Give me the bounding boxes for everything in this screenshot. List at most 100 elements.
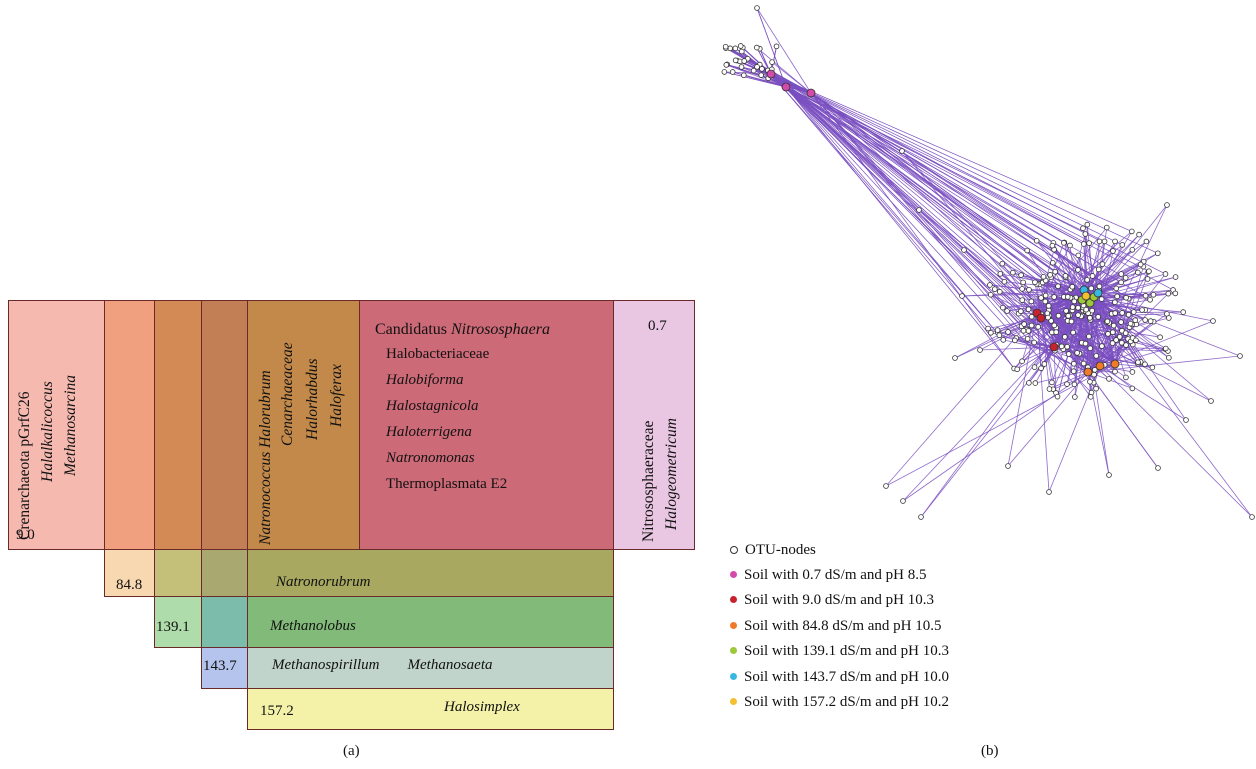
otu-node <box>1033 238 1040 244</box>
otu-node <box>1129 369 1136 375</box>
otu-node <box>1129 247 1136 253</box>
otu-node <box>961 247 967 253</box>
network-edge <box>920 292 1099 518</box>
otu-node <box>1099 343 1105 349</box>
otu-node <box>1019 358 1025 364</box>
network-edge <box>810 92 1108 322</box>
network-edge <box>810 92 1122 344</box>
otu-node <box>1019 297 1026 303</box>
network-edge <box>785 86 1105 242</box>
otu-node <box>1051 294 1057 300</box>
sample-node <box>1083 367 1093 377</box>
otu-node <box>1063 308 1069 314</box>
otu-node <box>1082 340 1089 347</box>
sample-node <box>1036 313 1046 323</box>
network-edge <box>1099 365 1253 518</box>
network-edge <box>785 86 1129 299</box>
sample-node <box>766 69 776 79</box>
otu-node <box>1116 334 1123 340</box>
otu-node <box>1071 298 1078 305</box>
otu-node <box>1113 337 1119 343</box>
otu-node <box>1142 361 1148 368</box>
network-edge <box>810 92 1028 340</box>
network-edge <box>743 74 787 88</box>
otu-node <box>741 72 747 79</box>
otu-node <box>899 148 905 154</box>
network-edge <box>810 92 1134 313</box>
otu-node <box>952 355 958 361</box>
taxon-candidatus: Candidatus Nitrososphaera <box>375 321 550 338</box>
otu-node <box>1028 322 1035 329</box>
network-edge <box>770 73 1028 251</box>
otu-node <box>1093 385 1099 392</box>
otu-node <box>1142 317 1148 323</box>
otu-node <box>1112 368 1118 375</box>
otu-node <box>1064 294 1071 300</box>
otu-node <box>1114 293 1120 300</box>
otu-node <box>732 45 739 52</box>
otu-node <box>1143 238 1150 245</box>
otu-node <box>1042 292 1049 299</box>
otu-node <box>1155 465 1161 471</box>
otu-node <box>992 286 998 292</box>
otu-node <box>1025 328 1032 334</box>
otu-node <box>750 67 757 74</box>
legend-otu-icon <box>730 545 738 554</box>
otu-node <box>1065 313 1072 319</box>
legend-soil-0-7: Soil with 0.7 dS/m and pH 8.5 <box>730 567 927 584</box>
otu-node <box>1133 337 1139 344</box>
network-edge <box>770 73 1166 275</box>
otu-node <box>959 293 965 299</box>
sample-node <box>1110 359 1120 369</box>
otu-node <box>988 329 994 336</box>
otu-node <box>741 58 748 64</box>
network-edge <box>961 289 1085 297</box>
otu-node <box>1035 324 1041 330</box>
taxon-haloterrigena: Haloterrigena <box>386 424 472 440</box>
otu-node <box>1123 374 1129 381</box>
otu-node <box>1136 231 1142 238</box>
otu-node <box>1087 315 1093 321</box>
otu-node <box>1086 333 1092 340</box>
otu-node <box>1065 351 1072 357</box>
otu-node <box>738 64 745 70</box>
otu-node <box>1172 274 1179 280</box>
taxon-natronorubrum: Natronorubrum <box>276 574 371 590</box>
network-edge <box>785 86 1017 339</box>
otu-node <box>1005 329 1011 335</box>
network-edge <box>1099 313 1116 367</box>
otu-node <box>1005 463 1011 469</box>
otu-node <box>1119 310 1125 316</box>
network-edge <box>785 86 1089 368</box>
otu-node <box>1000 337 1007 343</box>
legend-soil-139-1: Soil with 139.1 dS/m and pH 10.3 <box>730 643 949 660</box>
network-edge <box>756 7 787 88</box>
network-edge <box>770 73 1126 279</box>
taxon-methanolobus: Methanolobus <box>270 618 356 634</box>
otu-node <box>1014 366 1020 373</box>
otu-node <box>1139 307 1145 313</box>
otu-node <box>1162 271 1169 277</box>
network-edge <box>1087 371 1159 469</box>
network-edge <box>810 92 1045 365</box>
otu-node <box>1019 286 1025 292</box>
sample-node <box>1093 288 1103 298</box>
sample-node <box>781 82 791 92</box>
otu-node <box>1249 514 1255 520</box>
otu-node <box>1099 261 1106 267</box>
otu-node <box>1004 308 1010 314</box>
otu-node <box>1112 299 1118 306</box>
otu-node <box>1166 315 1172 321</box>
otu-node <box>1062 334 1068 340</box>
otu-node <box>1050 259 1056 266</box>
otu-node <box>1172 290 1179 297</box>
network-edge <box>979 346 1055 351</box>
otu-node <box>1147 318 1154 324</box>
otu-node <box>1028 313 1035 320</box>
network-edge <box>741 66 787 88</box>
otu-node <box>754 5 760 11</box>
otu-node <box>1018 308 1024 315</box>
legend-soil-157-2: Soil with 157.2 dS/m and pH 10.2 <box>730 694 949 711</box>
network-edge <box>810 92 1015 369</box>
network-edge <box>810 92 1143 311</box>
